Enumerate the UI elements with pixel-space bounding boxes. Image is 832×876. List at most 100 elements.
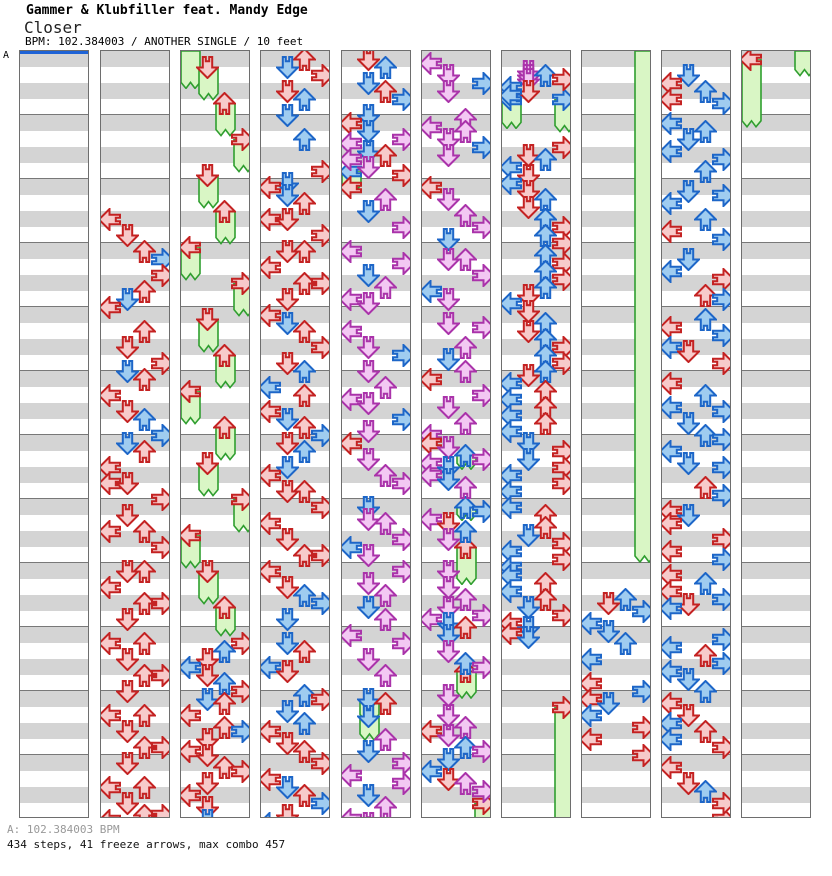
arrow-right-icon	[392, 87, 410, 111]
chart-column-5	[341, 50, 411, 818]
arrow-right-icon	[472, 655, 490, 679]
arrow-down-icon	[116, 751, 139, 775]
arrow-right-icon	[311, 591, 329, 615]
arrow-right-icon	[552, 267, 570, 291]
arrow-left-icon	[662, 111, 682, 135]
arrow-left-icon	[662, 139, 682, 163]
arrow-up-icon	[454, 519, 477, 543]
arrow-right-icon	[472, 739, 490, 763]
arrow-up-icon	[694, 119, 717, 143]
arrow-right-icon	[392, 407, 410, 431]
arrow-left-icon	[662, 755, 682, 779]
arrow-right-icon	[552, 351, 570, 375]
arrow-right-icon	[552, 695, 570, 719]
arrow-right-icon	[472, 263, 490, 287]
arrow-down-icon	[357, 705, 380, 729]
arrow-left-icon	[662, 315, 682, 339]
arrow-up-icon	[133, 775, 156, 799]
arrow-down-icon	[357, 291, 380, 315]
arrow-down-icon	[196, 55, 219, 79]
arrow-down-icon	[357, 647, 380, 671]
arrow-down-icon	[437, 703, 460, 727]
arrow-up-icon	[694, 475, 717, 499]
arrow-down-icon	[597, 619, 620, 643]
arrow-left-icon	[261, 811, 281, 817]
arrow-up-icon	[293, 583, 316, 607]
arrow-up-icon	[374, 511, 397, 535]
arrow-left-icon	[422, 607, 442, 631]
arrow-down-icon	[276, 79, 299, 103]
arrow-down-icon	[276, 207, 299, 231]
arrow-left-icon	[101, 809, 121, 817]
arrow-left-icon	[502, 171, 522, 195]
arrow-up-icon	[293, 127, 316, 151]
arrow-down-icon	[357, 687, 380, 711]
arrow-right-icon	[712, 587, 730, 611]
arrow-down-icon	[437, 723, 460, 747]
arrow-down-icon	[276, 311, 299, 335]
arrow-up-icon	[133, 663, 156, 687]
arrow-right-icon	[472, 135, 490, 159]
arrow-left-icon	[342, 287, 362, 311]
arrow-right-icon	[231, 271, 249, 295]
arrow-left-icon	[422, 719, 442, 743]
arrow-left-icon	[582, 611, 602, 635]
arrow-up-icon	[293, 239, 316, 263]
arrow-down-icon	[276, 731, 299, 755]
arrow-up-icon	[374, 607, 397, 631]
arrow-right-icon	[392, 127, 410, 151]
arrow-left-icon	[181, 655, 201, 679]
arrow-right-icon	[392, 527, 410, 551]
arrow-left-icon	[101, 519, 121, 543]
arrow-right-icon	[712, 735, 730, 759]
arrow-left-icon	[662, 335, 682, 359]
arrow-down-icon	[677, 667, 700, 691]
arrow-down-icon	[357, 119, 380, 143]
arrow-left-icon	[582, 703, 602, 727]
song-title: Closer	[24, 18, 82, 37]
arrow-down-icon	[437, 747, 460, 771]
arrow-right-icon	[311, 271, 329, 295]
arrow-down-icon	[276, 351, 299, 375]
chart-column-7	[501, 50, 571, 818]
arrow-right-icon	[392, 471, 410, 495]
arrow-left-icon	[662, 511, 682, 535]
arrow-left-icon	[261, 463, 281, 487]
arrow-down-icon	[437, 395, 460, 419]
arrow-up-icon	[133, 439, 156, 463]
arrow-down-icon	[196, 743, 219, 767]
arrow-down-icon	[677, 411, 700, 435]
arrow-up-icon	[213, 755, 236, 779]
arrow-up-icon	[454, 475, 477, 499]
arrow-right-icon	[151, 263, 169, 287]
arrow-up-icon	[694, 679, 717, 703]
arrow-right-icon	[151, 535, 169, 559]
arrow-up-icon	[133, 735, 156, 759]
arrow-up-icon	[614, 587, 637, 611]
arrow-up-icon	[454, 495, 477, 519]
arrow-left-icon	[502, 291, 522, 315]
chart-column-1	[19, 50, 89, 818]
arrow-down-icon	[276, 527, 299, 551]
arrow-up-icon	[213, 715, 236, 739]
arrow-up-icon	[694, 719, 717, 743]
arrow-down-icon	[437, 311, 460, 335]
arrow-up-icon	[374, 79, 397, 103]
arrow-left-icon	[662, 191, 682, 215]
arrow-left-icon	[342, 623, 362, 647]
arrow-right-icon	[472, 71, 490, 95]
arrow-down-icon	[517, 299, 540, 323]
arrow-up-icon	[293, 319, 316, 343]
arrow-right-icon	[552, 67, 570, 91]
arrow-right-icon	[552, 547, 570, 571]
arrow-right-icon	[712, 399, 730, 423]
chart-column-6	[421, 50, 491, 818]
arrow-right-icon	[712, 791, 730, 815]
arrow-right-icon	[311, 543, 329, 567]
arrow-right-icon	[712, 183, 730, 207]
arrow-up-icon	[454, 411, 477, 435]
arrow-down-icon	[196, 809, 219, 817]
arrow-up-icon	[133, 631, 156, 655]
arrow-up-icon	[454, 119, 477, 143]
arrow-left-icon	[342, 431, 362, 455]
